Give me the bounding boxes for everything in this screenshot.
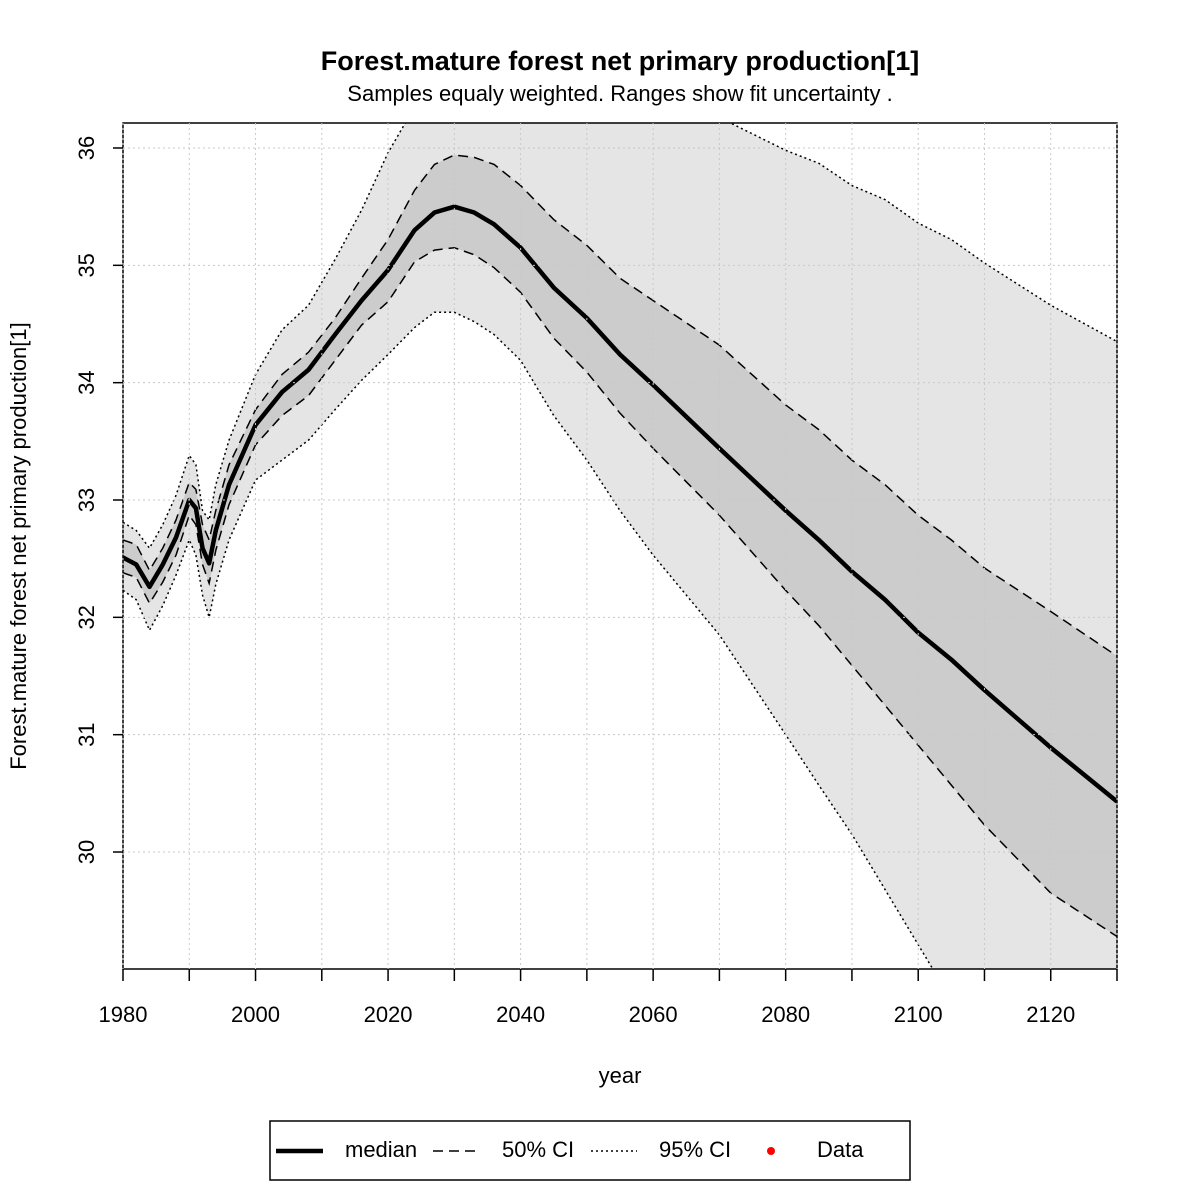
ci-line — [123, 246, 1117, 938]
y-tick-label: 30 — [74, 840, 99, 864]
legend-box — [269, 1120, 911, 1181]
x-tick-label: 2040 — [496, 1002, 545, 1027]
y-axis-label: Forest.mature forest net primary product… — [6, 322, 31, 770]
x-tick-label: 2060 — [629, 1002, 678, 1027]
y-tick-label: 35 — [74, 253, 99, 277]
y-tick-label: 36 — [74, 136, 99, 160]
chart-title: Forest.mature forest net primary product… — [321, 46, 920, 76]
median-line — [123, 204, 1117, 804]
legend-label: 95% CI — [659, 1137, 731, 1162]
x-tick-label: 2000 — [231, 1002, 280, 1027]
plot-frame — [122, 122, 1118, 970]
ci-band — [123, 123, 1117, 969]
x-axis-label: year — [599, 1063, 642, 1088]
legend-swatch — [767, 1147, 775, 1155]
x-tick-label: 2120 — [1026, 1002, 1075, 1027]
x-tick-label: 1980 — [99, 1002, 148, 1027]
y-tick-label: 31 — [74, 722, 99, 746]
legend-label: Data — [817, 1137, 864, 1162]
plot-area — [123, 123, 1117, 969]
ci-line — [123, 154, 1117, 657]
y-tick-label: 32 — [74, 605, 99, 629]
x-tick-label: 2020 — [364, 1002, 413, 1027]
ci-line — [123, 123, 1117, 550]
x-tick-label: 2080 — [761, 1002, 810, 1027]
chart-subtitle: Samples equaly weighted. Ranges show fit… — [347, 81, 892, 106]
legend-label: 50% CI — [502, 1137, 574, 1162]
y-tick-label: 33 — [74, 488, 99, 512]
x-tick-label: 2100 — [894, 1002, 943, 1027]
y-tick-label: 34 — [74, 370, 99, 394]
legend-label: median — [345, 1137, 417, 1162]
